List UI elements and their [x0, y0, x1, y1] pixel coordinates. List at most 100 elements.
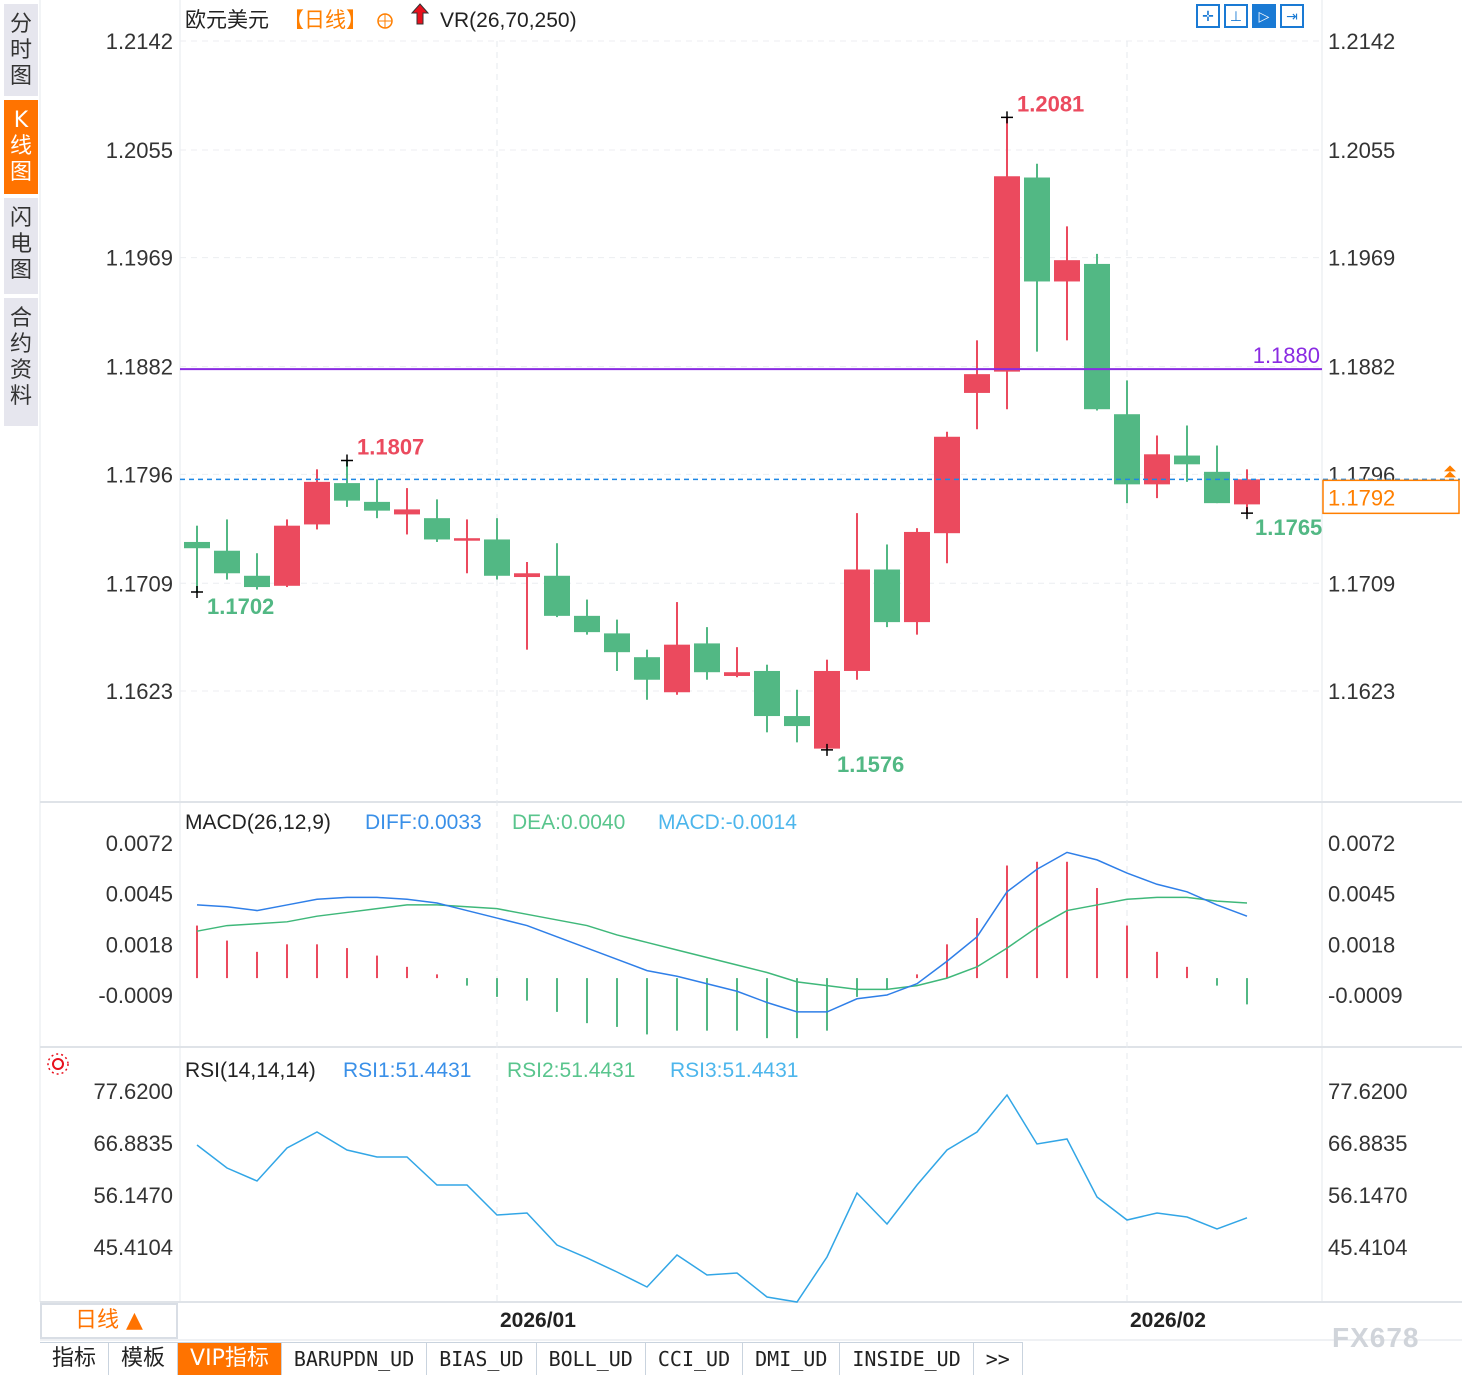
- candle-body: [184, 541, 210, 549]
- settings-sun-icon[interactable]: [47, 1053, 69, 1075]
- candle: [244, 553, 270, 590]
- extreme-marker: [1001, 111, 1013, 124]
- indicator-tab[interactable]: BOLL_UD: [537, 1343, 646, 1375]
- candle: [274, 519, 300, 588]
- candle: [544, 543, 570, 618]
- candle-body: [604, 633, 630, 653]
- crosshair-circle-icon[interactable]: [377, 13, 393, 29]
- indicator-tab[interactable]: DMI_UD: [743, 1343, 841, 1375]
- y-tick-label-left: 0.0018: [106, 932, 173, 957]
- horizontal-line-label: 1.1880: [1253, 343, 1320, 368]
- candle: [934, 431, 960, 564]
- candle: [874, 544, 900, 628]
- y-tick-label-right: 1.1623: [1328, 679, 1395, 704]
- y-tick-label-left: 1.2055: [106, 138, 173, 163]
- crosshair-icon[interactable]: ✛: [1196, 4, 1220, 28]
- indicator-tab[interactable]: BARUPDN_UD: [282, 1343, 428, 1375]
- y-tick-label-right: 0.0018: [1328, 932, 1395, 957]
- candle-body: [1114, 414, 1140, 485]
- candle: [844, 513, 870, 680]
- fit-chart-icon[interactable]: ⊥: [1224, 4, 1248, 28]
- candle: [214, 519, 240, 580]
- candle: [1114, 380, 1140, 504]
- candle: [1204, 445, 1230, 504]
- last-price-box: [1322, 479, 1460, 515]
- y-tick-label-left: 1.1623: [106, 679, 173, 704]
- indicator-tab[interactable]: BIAS_UD: [427, 1343, 537, 1375]
- extreme-marker: [821, 743, 833, 756]
- y-tick-label-left: 1.1796: [106, 462, 173, 487]
- macd-legend-macd: MACD:-0.0014: [658, 811, 797, 834]
- candle-body: [544, 575, 570, 616]
- sidebar-tab-timeshare[interactable]: 分时图: [4, 4, 38, 97]
- candle-body: [1234, 479, 1260, 505]
- y-tick-label-right: -0.0009: [1328, 983, 1403, 1008]
- candle-body: [424, 518, 450, 540]
- x-tick-label: 2026/02: [1130, 1309, 1206, 1332]
- y-tick-label-right: 77.6200: [1328, 1079, 1408, 1104]
- candle: [304, 469, 330, 530]
- y-tick-label-right: 66.8835: [1328, 1131, 1408, 1156]
- macd-legend-dea: DEA:0.0040: [512, 811, 625, 834]
- indicator-tab[interactable]: INSIDE_UD: [840, 1343, 974, 1375]
- indicator-tab[interactable]: CCI_UD: [646, 1343, 744, 1375]
- candle-body: [754, 670, 780, 717]
- watermark-logo: FX678: [1332, 1322, 1420, 1353]
- candle: [514, 562, 540, 650]
- header-indicator: VR(26,70,250): [440, 9, 577, 32]
- scroll-right-icon[interactable]: ⇥: [1280, 4, 1304, 28]
- candle-body: [394, 509, 420, 515]
- indicator-tab[interactable]: >>: [974, 1343, 1023, 1375]
- candle: [1054, 226, 1080, 341]
- y-tick-label-right: 0.0072: [1328, 831, 1395, 856]
- candle-body: [664, 644, 690, 693]
- price-up-arrow-icon: [1444, 465, 1456, 478]
- candle-body: [1084, 263, 1110, 410]
- period-selector[interactable]: 日线 ▲: [40, 1303, 178, 1339]
- y-tick-label-left: 45.4104: [93, 1235, 173, 1260]
- candle-body: [904, 531, 930, 623]
- header-period[interactable]: 【日线】: [283, 9, 367, 32]
- kline-panel[interactable]: 1.2142 1.2142 1.2055 1.2055 1.1969 1.1969 1.18…: [106, 29, 1460, 1332]
- indicator-tab[interactable]: 指标: [40, 1343, 110, 1375]
- sidebar-tab-flash[interactable]: 闪电图: [4, 198, 38, 295]
- macd-panel[interactable]: 0.0072 0.0072 0.0045 0.0045 0.0018 0.0018 -0.0…: [98, 831, 1403, 1039]
- y-tick-label-left: 1.1969: [106, 246, 173, 271]
- candle-body: [694, 643, 720, 673]
- dea-line: [196, 896, 1248, 991]
- candle: [364, 479, 390, 519]
- candle: [574, 599, 600, 635]
- red-up-arrow-icon[interactable]: [410, 3, 430, 25]
- y-tick-label-left: 1.1882: [106, 355, 173, 380]
- macd-title: MACD(26,12,9): [185, 811, 331, 834]
- y-tick-label-left: 77.6200: [93, 1079, 173, 1104]
- candle-body: [484, 539, 510, 576]
- indicator-tab[interactable]: VIP指标: [178, 1343, 282, 1375]
- candle: [604, 619, 630, 671]
- indicator-tab[interactable]: 模板: [109, 1343, 179, 1375]
- y-tick-label-left: 56.1470: [93, 1183, 173, 1208]
- candle: [814, 659, 840, 750]
- candle: [1234, 469, 1260, 514]
- y-tick-label-right: 1.2142: [1328, 29, 1395, 54]
- y-tick-label-right: 1.1969: [1328, 246, 1395, 271]
- y-tick-label-left: -0.0009: [98, 983, 173, 1008]
- candle: [1174, 425, 1200, 482]
- y-tick-label-right: 0.0045: [1328, 882, 1395, 907]
- candle-body: [784, 716, 810, 727]
- y-tick-label-left: 1.2142: [106, 29, 173, 54]
- rsi-panel[interactable]: 77.6200 77.6200 66.8835 66.8835 56.1470 56.14…: [93, 1079, 1408, 1303]
- candle-body: [334, 483, 360, 501]
- candle-body: [214, 550, 240, 574]
- rsi-line: [196, 1093, 1248, 1303]
- sidebar-tab-contract-info[interactable]: 合约资料: [4, 298, 38, 427]
- candle: [964, 340, 990, 430]
- candle-body: [994, 176, 1020, 372]
- extreme-label: 1.1576: [837, 752, 904, 777]
- candle: [1144, 435, 1170, 499]
- play-chart-icon[interactable]: ▷: [1252, 4, 1276, 28]
